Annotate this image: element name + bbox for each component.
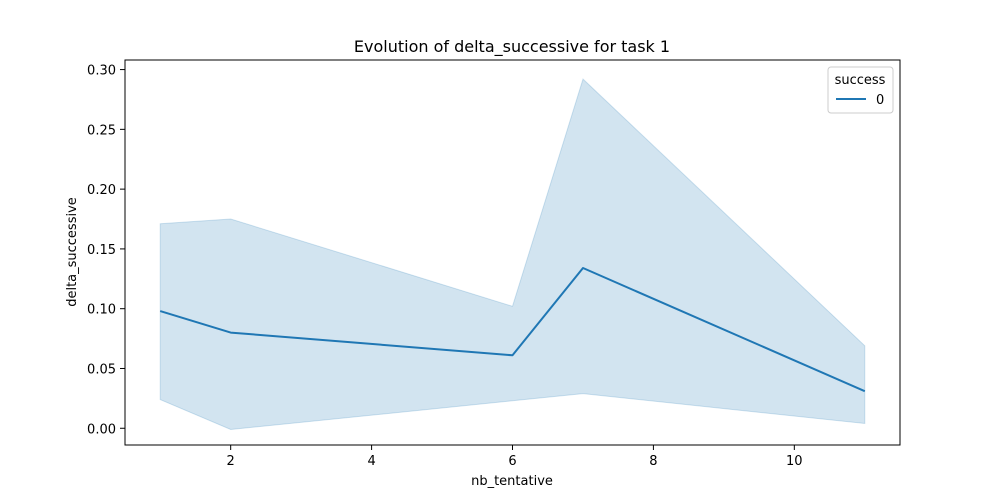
legend-box — [827, 66, 894, 114]
y-axis-ticks: 0.00 0.05 0.10 0.15 0.20 0.25 0.30 — [87, 64, 125, 437]
x-tick-label: 6 — [508, 454, 516, 469]
y-tick-label: 0.20 — [87, 183, 116, 198]
y-axis-title: delta_successive — [65, 197, 80, 307]
series-line — [159, 267, 866, 393]
y-tick-label: 0.10 — [87, 303, 116, 318]
chart-title: Evolution of delta_successive for task 1 — [354, 37, 670, 57]
series-line-layer — [159, 267, 866, 393]
x-axis-title: nb_tentative — [471, 474, 553, 489]
legend-label-0: 0 — [876, 93, 884, 108]
legend: success 0 — [827, 66, 894, 114]
x-tick-label: 4 — [367, 454, 375, 469]
legend-title: success — [835, 73, 886, 88]
x-axis-ticks: 2 4 6 8 10 — [227, 445, 803, 469]
x-tick-label: 2 — [227, 454, 235, 469]
x-tick-label: 8 — [649, 454, 657, 469]
y-tick-label: 0.00 — [87, 422, 116, 437]
confidence-band — [159, 78, 866, 431]
confidence-band-layer — [159, 78, 866, 431]
y-tick-label: 0.15 — [87, 243, 116, 258]
y-tick-label: 0.25 — [87, 123, 116, 138]
y-tick-label: 0.05 — [87, 362, 116, 377]
x-tick-label: 10 — [786, 454, 803, 469]
y-tick-label: 0.30 — [87, 64, 116, 79]
